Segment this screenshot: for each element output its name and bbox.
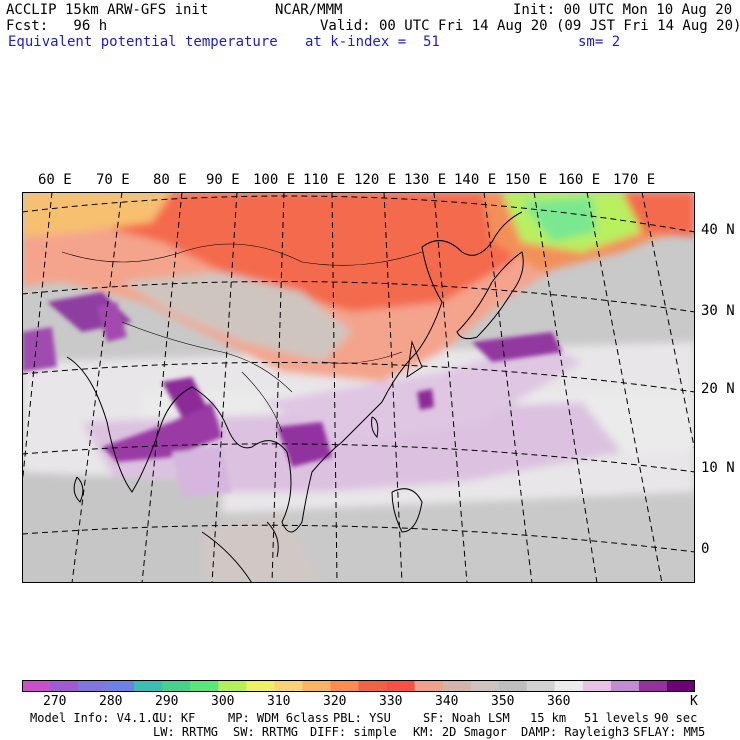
colorbar-swatch	[554, 680, 584, 692]
colorbar-swatch	[610, 680, 640, 692]
map-frame	[22, 192, 695, 583]
footer-pbl: PBL: YSU	[333, 711, 391, 725]
colorbar-swatch	[106, 680, 135, 692]
colorbar-label: 360	[547, 694, 571, 709]
colorbar-label: 340	[435, 694, 459, 709]
footer-diff: DIFF: simple	[310, 725, 397, 739]
footer-timestep: 90 sec	[654, 711, 698, 725]
colorbar-label: 300	[211, 694, 235, 709]
footer-sw: SW: RRTMG	[233, 725, 299, 739]
colorbar-swatch	[50, 680, 79, 692]
lat-label: 0	[701, 541, 710, 557]
lon-label: 90 E	[206, 172, 240, 188]
colorbar-swatch	[246, 680, 275, 692]
colorbar-label: 310	[267, 694, 291, 709]
colorbar-swatch	[22, 680, 51, 692]
level-index: at k-index = 51	[305, 34, 440, 50]
colorbar-swatch	[330, 680, 359, 692]
lon-label: 100 E	[253, 172, 296, 188]
colorbar-swatch	[302, 680, 331, 692]
colorbar-swatch	[414, 680, 444, 692]
lat-label: 40 N	[701, 222, 735, 238]
lat-label: 30 N	[701, 303, 735, 319]
colorbar-label: 280	[99, 694, 123, 709]
colorbar-swatch	[134, 680, 163, 692]
lon-label: 170 E	[613, 172, 656, 188]
colorbar-swatch	[358, 680, 388, 692]
colorbar-swatch	[218, 680, 247, 692]
footer-cu: CU: KF	[152, 711, 196, 725]
footer-levels: 51 levels	[584, 711, 650, 725]
colorbar-label: 350	[491, 694, 515, 709]
footer-model-info: Model Info: V4.1.1	[30, 711, 161, 725]
coastlines	[66, 211, 524, 583]
colorbar	[22, 680, 695, 692]
center-label: NCAR/MMM	[275, 2, 343, 18]
colorbar-swatch	[470, 680, 500, 692]
lon-label: 70 E	[96, 172, 130, 188]
field-shading	[22, 192, 695, 583]
lon-label: 80 E	[153, 172, 187, 188]
footer-sf: SF: Noah LSM	[423, 711, 510, 725]
graticule	[22, 192, 695, 583]
lon-label: 120 E	[354, 172, 397, 188]
init-time: Init: 00 UTC Mon 10 Aug 20	[513, 2, 733, 18]
colorbar-unit: K	[690, 694, 698, 709]
colorbar-swatch	[274, 680, 303, 692]
colorbar-swatch	[78, 680, 107, 692]
colorbar-swatch	[498, 680, 528, 692]
lat-label: 20 N	[701, 381, 735, 397]
colorbar-swatch	[162, 680, 191, 692]
valid-time: Valid: 00 UTC Fri 14 Aug 20 (09 JST Fri …	[320, 18, 740, 34]
lon-label: 160 E	[558, 172, 601, 188]
model-title: ACCLIP 15km ARW-GFS init	[6, 2, 209, 18]
footer-damp: DAMP: Rayleigh3	[521, 725, 630, 739]
footer-resolution: 15 km	[530, 711, 567, 725]
footer-mp: MP: WDM 6class	[228, 711, 330, 725]
lon-label: 60 E	[38, 172, 72, 188]
lon-label: 150 E	[505, 172, 548, 188]
colorbar-frame	[22, 680, 695, 692]
colorbar-swatch	[442, 680, 472, 692]
lon-label: 130 E	[404, 172, 447, 188]
colorbar-swatch	[386, 680, 416, 692]
lon-label: 110 E	[303, 172, 346, 188]
borders	[61, 243, 423, 433]
colorbar-swatch	[666, 680, 695, 692]
footer-sflay: SFLAY: MM5	[633, 725, 706, 739]
colorbar-label: 290	[155, 694, 179, 709]
forecast-hour: Fcst: 96 h	[6, 18, 108, 34]
colorbar-label: 320	[323, 694, 347, 709]
smoothing: sm= 2	[578, 34, 621, 50]
colorbar-swatch	[190, 680, 219, 692]
lon-label: 140 E	[454, 172, 497, 188]
colorbar-label: 270	[43, 694, 67, 709]
field-name: Equivalent potential temperature	[8, 34, 278, 50]
footer-lw: LW: RRTMG	[153, 725, 219, 739]
colorbar-swatch	[638, 680, 668, 692]
theta-e-map	[22, 192, 695, 583]
colorbar-swatch	[526, 680, 556, 692]
colorbar-label: 330	[379, 694, 403, 709]
lat-label: 10 N	[701, 460, 735, 476]
colorbar-swatch	[582, 680, 612, 692]
footer-km: KM: 2D Smagor	[413, 725, 507, 739]
